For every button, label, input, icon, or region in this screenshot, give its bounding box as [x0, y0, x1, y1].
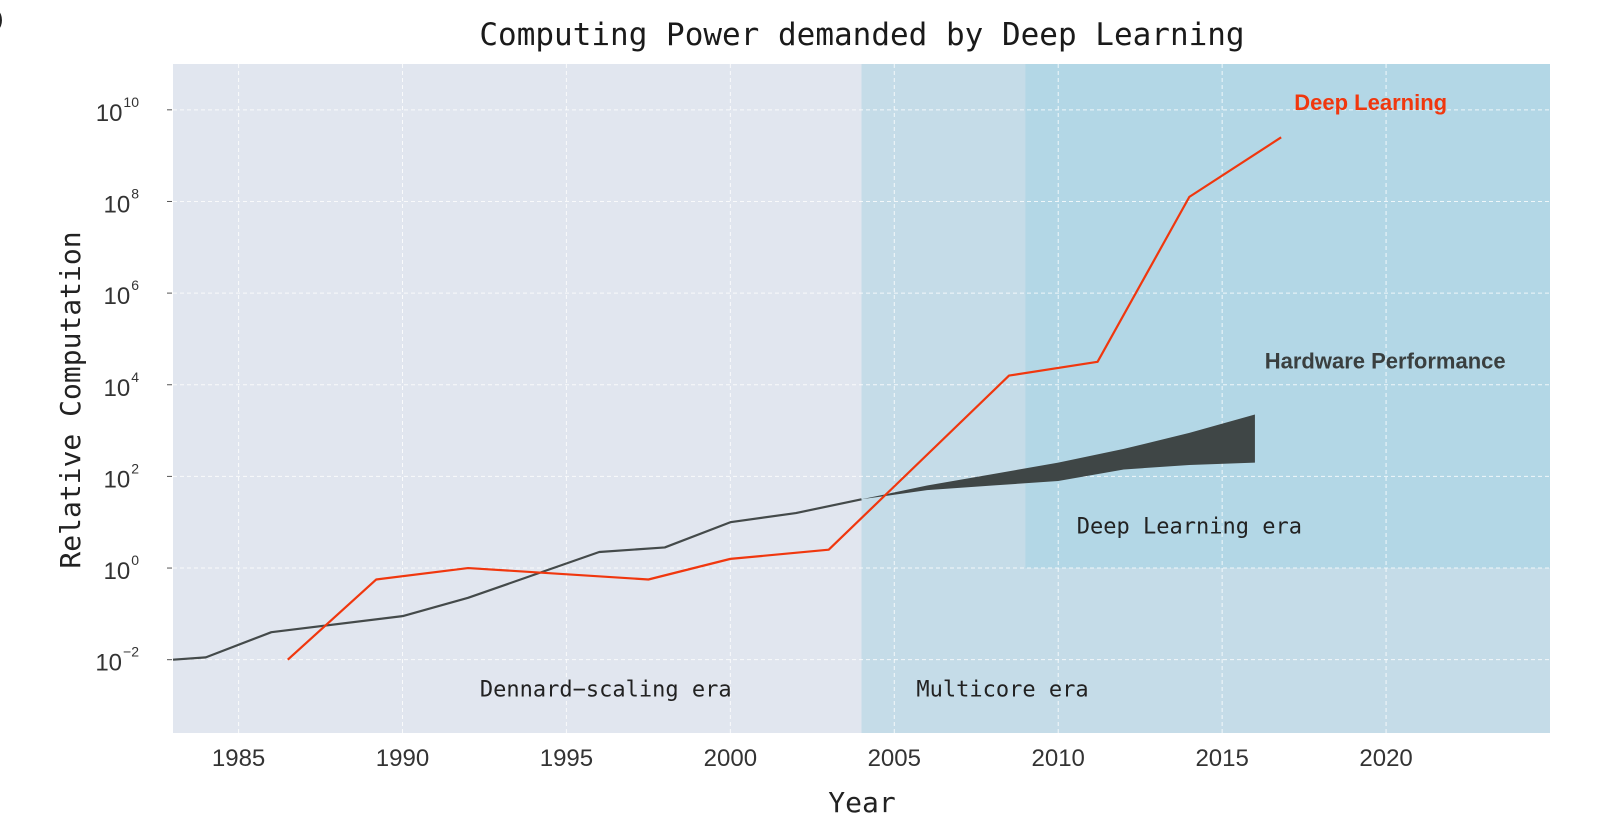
multicore-era-label: Multicore era [916, 677, 1088, 702]
dennard-scaling-era-label: Dennard−scaling era [480, 677, 732, 702]
hardware-performance-series-label: Hardware Performance [1265, 349, 1506, 374]
series-layer [172, 136, 1282, 661]
chart-title: Computing Power demanded by Deep Learnin… [479, 17, 1244, 53]
deep-learning-series-label: Deep Learning [1294, 90, 1447, 115]
y-tick-label: 100 [104, 552, 140, 585]
panel-letter: ) [0, 6, 3, 31]
x-tick-label: 1990 [376, 745, 429, 772]
x-tick-label: 1985 [212, 745, 265, 772]
y-tick-label: 102 [104, 460, 140, 493]
deep-learning-line [287, 136, 1282, 661]
hardware-performance-band [861, 414, 1255, 500]
x-tick-label: 2015 [1195, 745, 1248, 772]
y-tick-label: 1010 [96, 94, 139, 127]
y-tick-label: 106 [104, 277, 140, 310]
x-tick-label: 2020 [1359, 745, 1412, 772]
y-axis-label: Relative Computation [54, 231, 87, 568]
deep-learning-era-label: Deep Learning era [1077, 515, 1302, 540]
hardware-band-layer [861, 414, 1255, 500]
chart-background [173, 64, 1550, 733]
x-tick-label: 1995 [540, 745, 593, 772]
y-tick-label: 104 [104, 369, 140, 402]
deep-learning-era-region [1025, 64, 1550, 569]
label-layer: 1985 1990 1995 2000 2005 2010 2015 2020 10−2 100 1… [95, 90, 1505, 772]
hardware-performance-line [172, 498, 862, 661]
dennard-scaling-era-region [173, 64, 862, 733]
x-tick-label: 2005 [868, 745, 921, 772]
x-tick-label: 2010 [1032, 745, 1085, 772]
chart-grid [173, 64, 1550, 733]
x-tick-label: 2000 [704, 745, 757, 772]
y-tick-label: 10−2 [95, 644, 139, 677]
x-axis-label: Year [828, 786, 895, 819]
y-tick-label: 108 [104, 185, 140, 218]
